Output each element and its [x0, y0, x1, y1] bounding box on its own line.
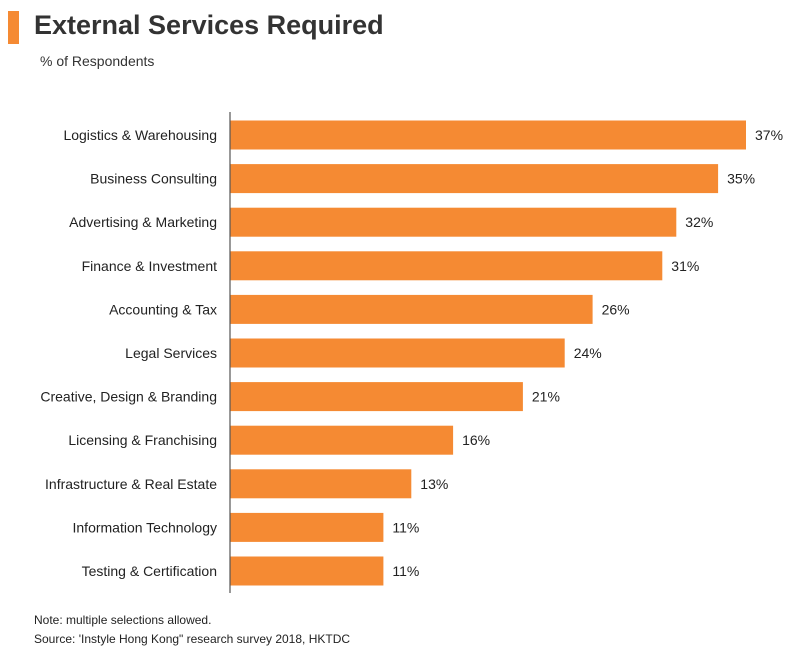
category-labels-layer: Logistics & Warehousing Business Consulti…	[40, 127, 217, 579]
footnote-note: Note: multiple selections allowed.	[34, 613, 212, 627]
bar-2	[230, 207, 677, 237]
bar-8	[230, 469, 412, 499]
bar-7	[230, 425, 454, 455]
bars-layer	[230, 120, 746, 586]
bar-5	[230, 338, 565, 368]
category-label-0: Logistics & Warehousing	[63, 127, 217, 143]
category-label-7: Licensing & Franchising	[68, 432, 217, 448]
category-label-4: Accounting & Tax	[109, 301, 217, 317]
category-label-9: Information Technology	[73, 519, 218, 535]
value-label-2: 32%	[685, 214, 713, 230]
category-label-10: Testing & Certification	[82, 563, 217, 579]
value-label-8: 13%	[420, 476, 448, 492]
value-label-10: 11%	[392, 563, 419, 579]
bar-chart: Logistics & Warehousing Business Consulti…	[40, 112, 783, 593]
bar-9	[230, 512, 384, 542]
bar-4	[230, 294, 593, 324]
chart-title: External Services Required	[34, 10, 384, 40]
value-label-3: 31%	[671, 258, 699, 274]
bar-0	[230, 120, 746, 150]
title-accent-bar	[8, 11, 19, 44]
category-label-8: Infrastructure & Real Estate	[45, 476, 217, 492]
value-label-1: 35%	[727, 171, 755, 187]
bar-10	[230, 556, 384, 586]
bar-1	[230, 164, 719, 194]
value-label-7: 16%	[462, 432, 490, 448]
bar-3	[230, 251, 663, 281]
category-label-1: Business Consulting	[90, 171, 217, 187]
value-label-0: 37%	[755, 127, 783, 143]
value-label-4: 26%	[602, 301, 630, 317]
value-label-6: 21%	[532, 389, 560, 405]
category-label-6: Creative, Design & Branding	[40, 389, 217, 405]
value-label-5: 24%	[574, 345, 602, 361]
chart-subtitle: % of Respondents	[40, 53, 155, 69]
value-label-9: 11%	[392, 519, 419, 535]
value-labels-layer: 37% 35% 32% 31% 26% 24% 21% 16% 13% 11% 11%	[392, 127, 783, 579]
category-label-2: Advertising & Marketing	[69, 214, 217, 230]
category-label-5: Legal Services	[125, 345, 217, 361]
footnote-source: Source: 'Instyle Hong Kong" research sur…	[34, 632, 351, 646]
bar-6	[230, 382, 523, 412]
category-label-3: Finance & Investment	[82, 258, 218, 274]
